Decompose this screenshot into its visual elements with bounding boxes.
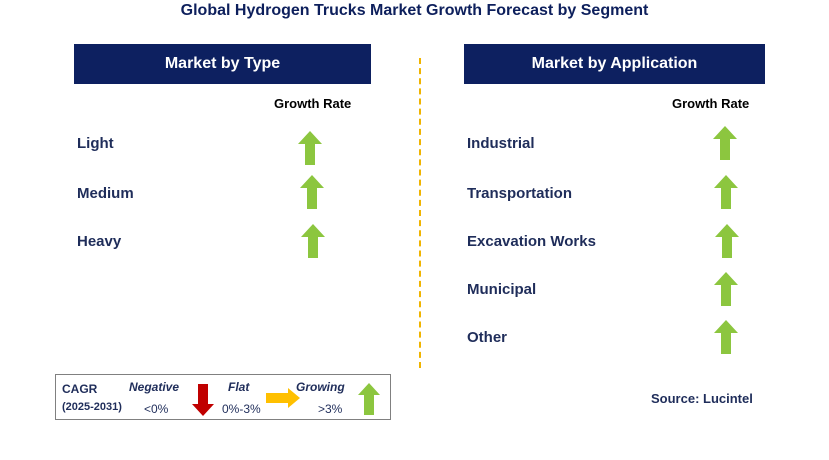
growing-arrow-icon — [300, 175, 324, 209]
panel-divider — [419, 58, 421, 368]
growing-arrow-icon — [714, 175, 738, 209]
negative-arrow-icon — [192, 384, 214, 416]
legend-period: (2025-2031) — [62, 401, 122, 413]
source-note: Source: Lucintel — [651, 391, 753, 406]
legend-flat-range: 0%-3% — [222, 402, 261, 416]
growing-arrow-icon — [298, 131, 322, 165]
growing-arrow-icon — [714, 272, 738, 306]
legend-negative-label: Negative — [129, 380, 180, 394]
growing-arrow-icon — [713, 126, 737, 160]
legend-cagr-label: CAGR — [62, 382, 98, 396]
application-row-label: Industrial — [467, 135, 535, 152]
legend-negative-range: <0% — [144, 402, 169, 416]
application-row-label: Excavation Works — [467, 233, 596, 250]
type-panel-header: Market by Type — [74, 44, 371, 84]
growing-arrow-icon — [714, 320, 738, 354]
type-panel-header-label: Market by Type — [164, 55, 281, 72]
type-growth-rate-label: Growth Rate — [274, 96, 352, 111]
application-row-label: Other — [467, 329, 508, 346]
growing-arrow-icon — [358, 383, 380, 415]
application-row-label: Transportation — [467, 185, 573, 202]
application-panel-header-label: Market by Application — [531, 55, 698, 72]
flat-arrow-icon — [266, 388, 300, 408]
application-panel-header: Market by Application — [464, 44, 765, 84]
type-row-label: Light — [77, 135, 114, 152]
chart-title: Global Hydrogen Trucks Market Growth For… — [180, 2, 649, 19]
cagr-legend: CAGR (2025-2031) Negative <0% Flat 0%-3%… — [55, 374, 391, 420]
type-row-label: Heavy — [77, 233, 122, 250]
legend-flat-label: Flat — [228, 380, 250, 394]
legend-growing-range: >3% — [318, 402, 343, 416]
application-row-label: Municipal — [467, 281, 537, 298]
growing-arrow-icon — [715, 224, 739, 258]
application-growth-rate-label: Growth Rate — [672, 96, 750, 111]
growing-arrow-icon — [301, 224, 325, 258]
type-row-label: Medium — [77, 185, 134, 202]
legend-growing-label: Growing — [296, 380, 345, 394]
